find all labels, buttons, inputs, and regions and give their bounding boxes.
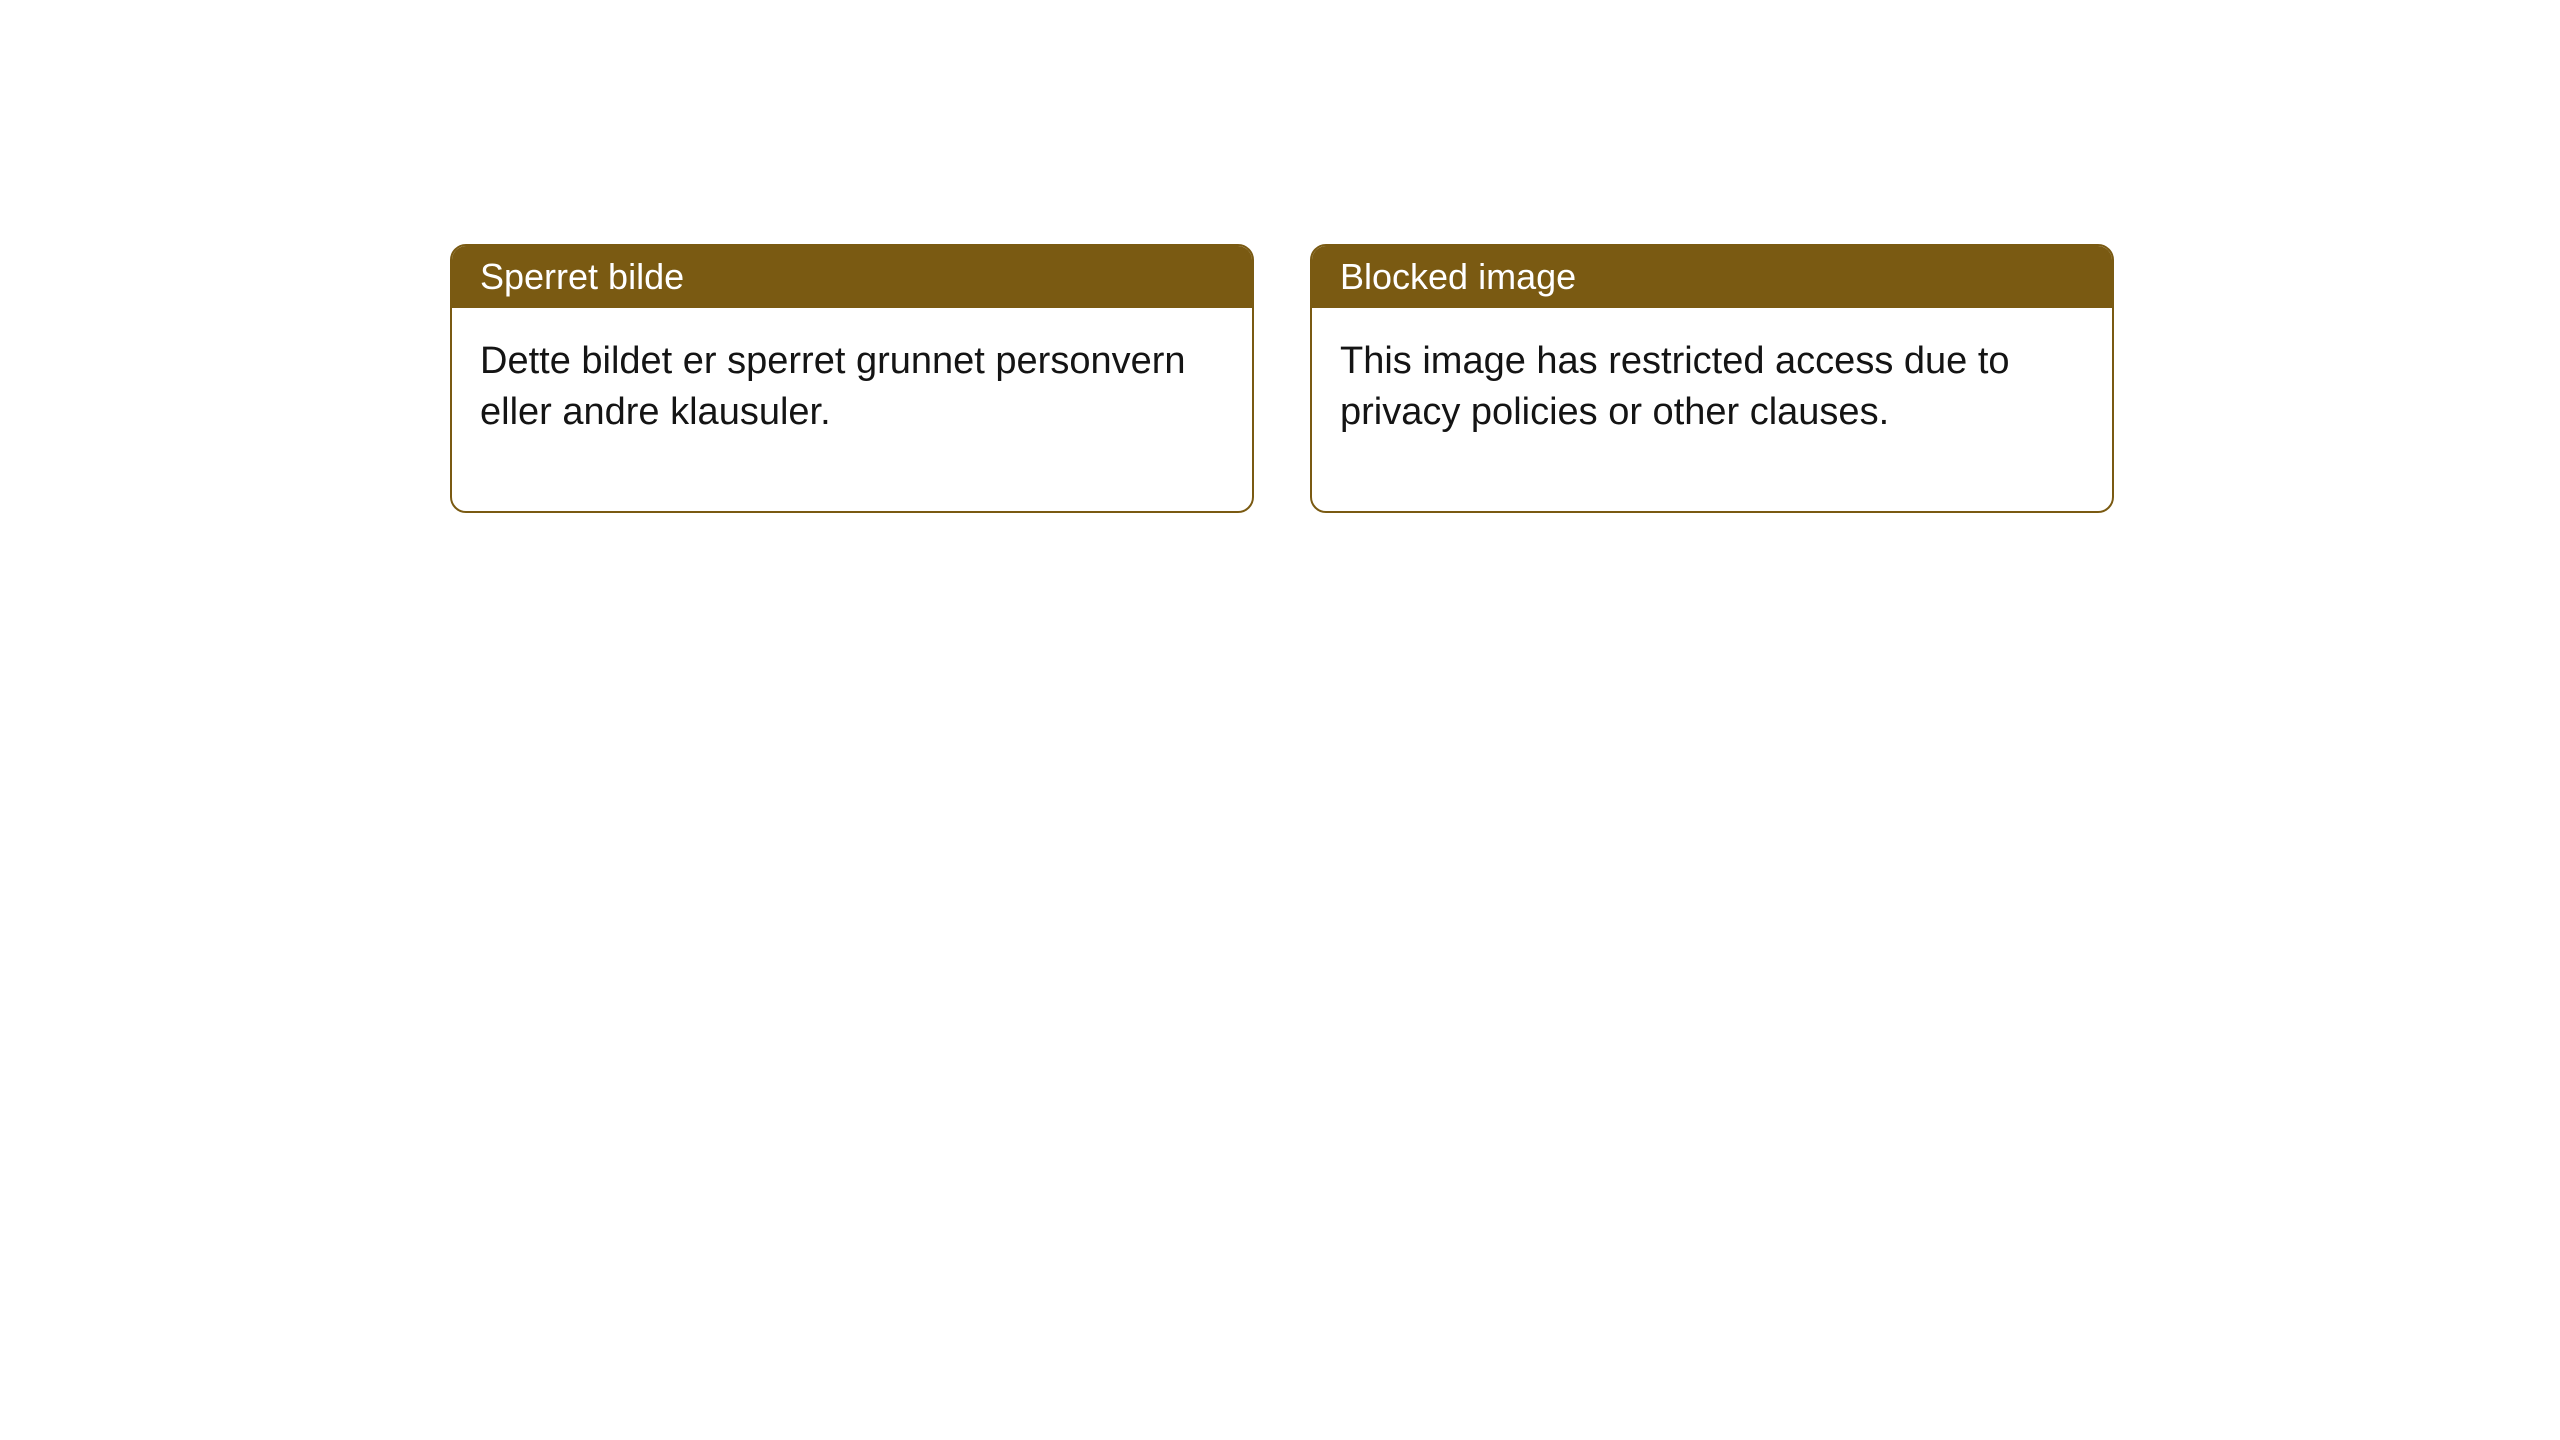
notice-header-en: Blocked image	[1312, 246, 2112, 308]
notice-header-no: Sperret bilde	[452, 246, 1252, 308]
notice-box-en: Blocked image This image has restricted …	[1310, 244, 2114, 513]
notice-box-no: Sperret bilde Dette bildet er sperret gr…	[450, 244, 1254, 513]
notice-body-en: This image has restricted access due to …	[1312, 308, 2112, 511]
notice-body-no: Dette bildet er sperret grunnet personve…	[452, 308, 1252, 511]
notice-container: Sperret bilde Dette bildet er sperret gr…	[0, 0, 2560, 513]
